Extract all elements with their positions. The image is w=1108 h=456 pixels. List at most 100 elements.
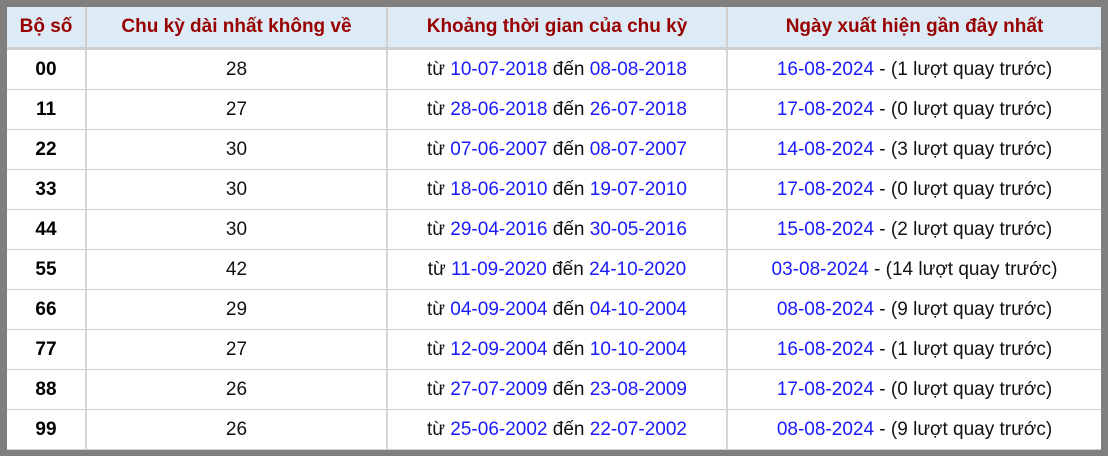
separator: - (874, 178, 891, 200)
end-date: 23-08-2009 (589, 378, 687, 400)
start-date: 07-06-2007 (450, 138, 548, 160)
from-label: từ (427, 418, 446, 440)
number-cell: 99 (7, 409, 87, 450)
number-cell: 88 (7, 369, 87, 410)
to-label: đến (552, 218, 585, 240)
header-longest-cycle: Chu kỳ dài nhất không về (86, 7, 388, 50)
separator: - (874, 338, 891, 360)
from-label: từ (427, 258, 446, 280)
table-row: 77 27 từ 12-09-2004 đến 10-10-2004 16-08-20… (7, 329, 1101, 370)
last-appearance-cell: 17-08-2024 - (0 lượt quay trước) (727, 169, 1101, 210)
cycle-length-cell: 30 (86, 209, 388, 250)
table-row: 33 30 từ 18-06-2010 đến 19-07-2010 17-08-20… (7, 169, 1101, 210)
longest-cycle-table: Bộ số Chu kỳ dài nhất không về Khoảng th… (7, 7, 1101, 450)
number-cell: 33 (7, 169, 87, 210)
to-label: đến (552, 298, 585, 320)
to-label: đến (552, 338, 585, 360)
draws-ago-note: (2 lượt quay trước) (890, 218, 1053, 240)
separator: - (874, 98, 891, 120)
draws-ago-note: (9 lượt quay trước) (890, 418, 1053, 440)
from-label: từ (427, 138, 446, 160)
start-date: 04-09-2004 (450, 298, 548, 320)
from-label: từ (427, 298, 446, 320)
last-appearance-cell: 16-08-2024 - (1 lượt quay trước) (727, 48, 1101, 90)
end-date: 08-08-2018 (589, 58, 687, 80)
cycle-length-cell: 26 (86, 409, 388, 450)
to-label: đến (552, 58, 585, 80)
end-date: 22-07-2002 (589, 418, 687, 440)
cycle-length-cell: 28 (86, 48, 388, 90)
from-label: từ (427, 58, 446, 80)
last-date: 08-08-2024 (776, 298, 875, 320)
table-row: 00 28 từ 10-07-2018 đến 08-08-2018 16-08-20… (7, 48, 1101, 90)
start-date: 18-06-2010 (450, 178, 548, 200)
last-date: 16-08-2024 (776, 58, 875, 80)
cycle-period-cell: từ 28-06-2018 đến 26-07-2018 (387, 89, 728, 130)
draws-ago-note: (1 lượt quay trước) (890, 58, 1053, 80)
cycle-period-cell: từ 18-06-2010 đến 19-07-2010 (387, 169, 728, 210)
number-cell: 44 (7, 209, 87, 250)
header-number: Bộ số (7, 7, 87, 50)
table-row: 11 27 từ 28-06-2018 đến 26-07-2018 17-08-20… (7, 89, 1101, 130)
cycle-period-cell: từ 07-06-2007 đến 08-07-2007 (387, 129, 728, 170)
separator: - (874, 418, 891, 440)
last-appearance-cell: 08-08-2024 - (9 lượt quay trước) (727, 289, 1101, 330)
separator: - (874, 378, 891, 400)
cycle-length-cell: 27 (86, 89, 388, 130)
end-date: 19-07-2010 (589, 178, 687, 200)
start-date: 11-09-2020 (451, 258, 547, 280)
last-date: 17-08-2024 (776, 98, 875, 120)
to-label: đến (552, 378, 585, 400)
draws-ago-note: (9 lượt quay trước) (890, 298, 1053, 320)
to-label: đến (552, 138, 585, 160)
start-date: 27-07-2009 (450, 378, 548, 400)
separator: - (874, 298, 891, 320)
cycle-period-cell: từ 29-04-2016 đến 30-05-2016 (387, 209, 728, 250)
separator: - (874, 58, 891, 80)
end-date: 26-07-2018 (589, 98, 687, 120)
cycle-period-cell: từ 25-06-2002 đến 22-07-2002 (387, 409, 728, 450)
cycle-length-cell: 27 (86, 329, 388, 370)
start-date: 12-09-2004 (450, 338, 548, 360)
separator: - (868, 258, 886, 280)
table-row: 44 30 từ 29-04-2016 đến 30-05-2016 15-08-20… (7, 209, 1101, 250)
header-last-appearance: Ngày xuất hiện gần đây nhất (727, 7, 1101, 50)
last-appearance-cell: 03-08-2024 - (14 lượt quay trước) (727, 249, 1101, 290)
from-label: từ (427, 178, 446, 200)
from-label: từ (427, 338, 446, 360)
cycle-length-cell: 42 (86, 249, 388, 290)
last-date: 15-08-2024 (776, 218, 875, 240)
to-label: đến (552, 178, 585, 200)
end-date: 10-10-2004 (589, 338, 687, 360)
table-row: 66 29 từ 04-09-2004 đến 04-10-2004 08-08-20… (7, 289, 1101, 330)
to-label: đến (552, 258, 584, 280)
last-date: 17-08-2024 (776, 378, 875, 400)
to-label: đến (552, 418, 585, 440)
table-row: 99 26 từ 25-06-2002 đến 22-07-2002 08-08-20… (7, 409, 1101, 450)
cycle-period-cell: từ 27-07-2009 đến 23-08-2009 (387, 369, 728, 410)
last-date: 14-08-2024 (776, 138, 875, 160)
from-label: từ (427, 378, 446, 400)
start-date: 29-04-2016 (450, 218, 548, 240)
cycle-length-cell: 30 (86, 169, 388, 210)
cycle-length-cell: 30 (86, 129, 388, 170)
cycle-length-cell: 29 (86, 289, 388, 330)
cycle-period-cell: từ 11-09-2020 đến 24-10-2020 (387, 249, 728, 290)
draws-ago-note: (0 lượt quay trước) (890, 378, 1053, 400)
start-date: 10-07-2018 (450, 58, 548, 80)
table-row: 22 30 từ 07-06-2007 đến 08-07-2007 14-08-20… (7, 129, 1101, 170)
table-row: 55 42 từ 11-09-2020 đến 24-10-2020 03-08-20… (7, 249, 1101, 290)
last-appearance-cell: 17-08-2024 - (0 lượt quay trước) (727, 89, 1101, 130)
header-cycle-period: Khoảng thời gian của chu kỳ (387, 7, 728, 50)
last-date: 16-08-2024 (776, 338, 875, 360)
table-header-row: Bộ số Chu kỳ dài nhất không về Khoảng th… (7, 7, 1101, 50)
start-date: 28-06-2018 (450, 98, 548, 120)
number-cell: 22 (7, 129, 87, 170)
last-date: 03-08-2024 (771, 258, 869, 280)
end-date: 30-05-2016 (589, 218, 687, 240)
to-label: đến (552, 98, 585, 120)
draws-ago-note: (3 lượt quay trước) (890, 138, 1053, 160)
last-appearance-cell: 08-08-2024 - (9 lượt quay trước) (727, 409, 1101, 450)
cycle-period-cell: từ 04-09-2004 đến 04-10-2004 (387, 289, 728, 330)
number-cell: 11 (7, 89, 87, 130)
